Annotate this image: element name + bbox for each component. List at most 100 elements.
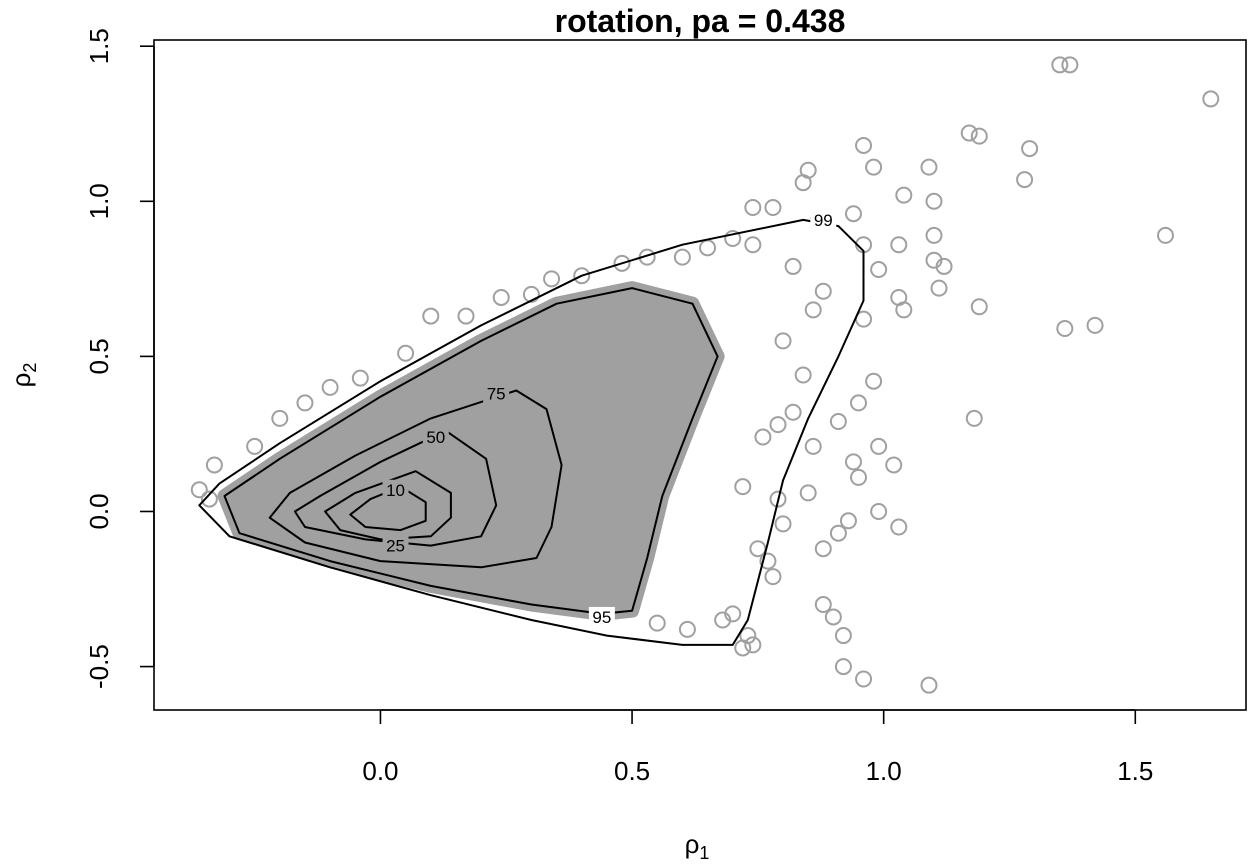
- scatter-point: [200, 490, 218, 508]
- scatter-point: [397, 344, 415, 362]
- scatter-point: [1086, 316, 1104, 334]
- x-axis-title-base: ρ: [685, 829, 700, 859]
- scatter-point: [321, 378, 339, 396]
- scatter-point: [774, 332, 792, 350]
- scatter-point: [764, 568, 782, 586]
- scatter-point: [855, 136, 873, 154]
- contour-label-75: 75: [487, 385, 506, 404]
- contour-label-bg-99: [810, 209, 837, 230]
- scatter-point: [246, 437, 264, 455]
- scatter-point: [925, 226, 943, 244]
- scatter-point: [855, 670, 873, 688]
- contour-label-bg-50: [422, 427, 449, 448]
- scatter-point: [724, 230, 742, 248]
- contour-line-25: [324, 470, 452, 541]
- x-axis: 0.0 0.5 1.0 1.5: [362, 709, 1153, 786]
- contour-label-bg-25: [382, 535, 409, 556]
- scatter-point: [804, 437, 822, 455]
- scatter-point: [960, 124, 978, 142]
- scatter-point: [613, 254, 631, 272]
- y-axis-title-sub: 2: [20, 363, 40, 373]
- scatter-point: [930, 279, 948, 297]
- scatter-point: [754, 428, 772, 446]
- scatter-point: [351, 369, 369, 387]
- scatter-point: [814, 540, 832, 558]
- scatter-point: [965, 409, 983, 427]
- scatter-point: [794, 366, 812, 384]
- x-tick-label: 1.0: [866, 756, 902, 786]
- scatter-point: [744, 236, 762, 254]
- contour-line-99: [198, 218, 865, 646]
- contour-label-25: 25: [386, 537, 405, 556]
- contours-layer: 99 95 75 50 25 10: [198, 209, 865, 646]
- scatter-point: [834, 627, 852, 645]
- scatter-point: [678, 620, 696, 638]
- scatter-point: [970, 127, 988, 145]
- scatter-point: [895, 186, 913, 204]
- scatter-point: [870, 437, 888, 455]
- scatter-point: [829, 524, 847, 542]
- scatter-point: [844, 453, 862, 471]
- scatter-point: [714, 611, 732, 629]
- contour-label-10: 10: [386, 481, 405, 500]
- scatter-point: [543, 270, 561, 288]
- contour-label-99: 99: [814, 211, 833, 230]
- contour-label-95: 95: [592, 608, 611, 627]
- scatter-point: [890, 518, 908, 536]
- scatter-point: [1021, 140, 1039, 158]
- y-tick-label: 0.5: [84, 338, 114, 374]
- scatter-point: [734, 478, 752, 496]
- scatter-point: [865, 372, 883, 390]
- y-tick-label: 0.0: [84, 493, 114, 529]
- scatter-point: [422, 307, 440, 325]
- contour-label-50: 50: [426, 428, 445, 447]
- scatter-point: [648, 614, 666, 632]
- scatter-point: [673, 248, 691, 266]
- scatter-point: [804, 301, 822, 319]
- y-axis: -0.5 0.0 0.5 1.0 1.5: [84, 28, 155, 689]
- scatter-point: [769, 416, 787, 434]
- x-tick-label: 0.0: [362, 756, 398, 786]
- contour-label-bg-95: [588, 606, 615, 627]
- scatter-point: [271, 409, 289, 427]
- chart-title: rotation, pa = 0.438: [555, 3, 846, 39]
- x-tick-label: 1.5: [1117, 756, 1153, 786]
- scatter-point: [1051, 56, 1069, 74]
- scatter-point: [457, 307, 475, 325]
- y-tick-label: 1.5: [84, 28, 114, 64]
- scatter-point: [970, 298, 988, 316]
- contour-label-bg-10: [382, 479, 409, 500]
- scatter-point: [759, 552, 777, 570]
- scatter-point: [794, 174, 812, 192]
- scatter-point: [1016, 171, 1034, 189]
- scatter-point: [935, 257, 953, 275]
- scatter-point: [850, 394, 868, 412]
- contour-line-95: [223, 287, 719, 615]
- contour-line-10: [349, 485, 427, 532]
- scatter-point: [205, 456, 223, 474]
- contour-line-75: [268, 389, 563, 569]
- y-axis-title-base: ρ: [6, 373, 36, 388]
- scatter-point: [522, 285, 540, 303]
- scatter-point: [824, 608, 842, 626]
- scatter-point: [834, 658, 852, 676]
- x-axis-title-sub: 1: [699, 843, 709, 863]
- scatter-point: [784, 403, 802, 421]
- contour-label-bg-75: [483, 383, 510, 404]
- scatter-point: [870, 502, 888, 520]
- scatter-point: [296, 394, 314, 412]
- scatter-point: [865, 158, 883, 176]
- contour-line-50: [293, 429, 498, 547]
- x-tick-label: 0.5: [614, 756, 650, 786]
- scatter-point: [492, 288, 510, 306]
- scatter-point: [774, 515, 792, 533]
- scatter-point: [814, 596, 832, 614]
- scatter-point: [850, 468, 868, 486]
- scatter-point: [799, 484, 817, 502]
- scatter-point: [744, 636, 762, 654]
- scatter-point: [734, 639, 752, 657]
- y-axis-title: ρ2: [6, 363, 40, 388]
- scatter-point: [190, 481, 208, 499]
- scatter-point: [744, 199, 762, 216]
